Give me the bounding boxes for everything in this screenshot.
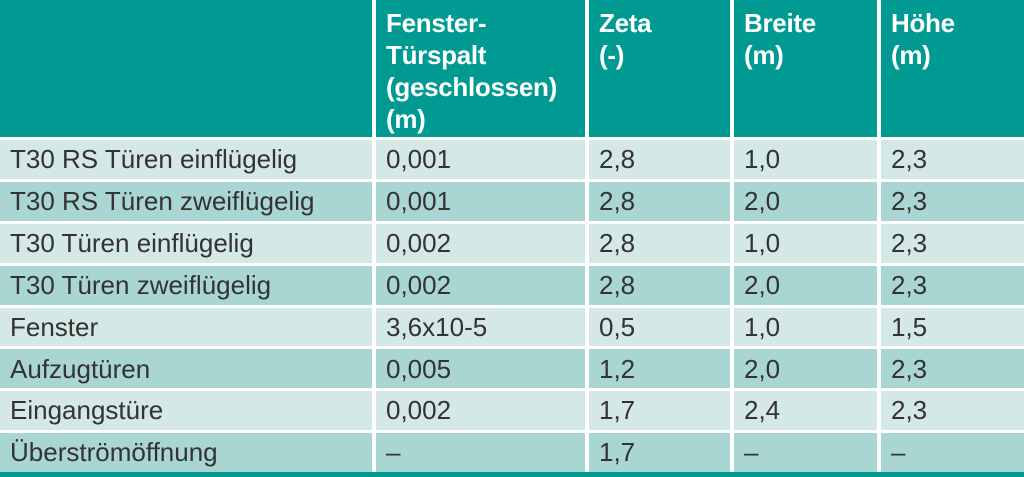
cell-gap: 3,6x10-5 <box>376 307 585 347</box>
row-label: T30 Türen zweiflügelig <box>0 265 372 305</box>
table-bottom-border <box>0 472 1024 477</box>
cell-gap: 0,001 <box>376 181 585 221</box>
cell-gap: – <box>376 433 585 472</box>
cell-zeta: 1,2 <box>589 349 730 389</box>
cell-breite: 2,0 <box>734 349 877 389</box>
header-cell-zeta: Zeta (-) <box>589 0 730 137</box>
cell-gap: 0,002 <box>376 265 585 305</box>
cell-breite: 2,0 <box>734 181 877 221</box>
cell-hoehe: 1,5 <box>881 307 1024 347</box>
row-label: Überströmöffnung <box>0 433 372 472</box>
header-cell-hoehe: Höhe (m) <box>881 0 1024 137</box>
cell-breite: 2,4 <box>734 391 877 431</box>
row-label: T30 Türen einflügelig <box>0 223 372 263</box>
cell-gap: 0,001 <box>376 140 585 179</box>
cell-gap: 0,002 <box>376 223 585 263</box>
header-cell-breite: Breite (m) <box>734 0 877 137</box>
cell-hoehe: 2,3 <box>881 181 1024 221</box>
row-label: Aufzugtüren <box>0 349 372 389</box>
row-label: Fenster <box>0 307 372 347</box>
cell-gap: 0,005 <box>376 349 585 389</box>
cell-breite: 1,0 <box>734 223 877 263</box>
cell-gap: 0,002 <box>376 391 585 431</box>
row-label: Eingangstüre <box>0 391 372 431</box>
cell-hoehe: 2,3 <box>881 391 1024 431</box>
cell-zeta: 2,8 <box>589 265 730 305</box>
cell-breite: 1,0 <box>734 307 877 347</box>
header-cell-row-label <box>0 0 372 137</box>
cell-hoehe: 2,3 <box>881 140 1024 179</box>
cell-zeta: 1,7 <box>589 433 730 472</box>
cell-hoehe: 2,3 <box>881 349 1024 389</box>
cell-breite: 2,0 <box>734 265 877 305</box>
cell-hoehe: 2,3 <box>881 265 1024 305</box>
header-cell-fenster-tuerspalt: Fenster- Türspalt (geschlossen) (m) <box>376 0 585 137</box>
cell-hoehe: – <box>881 433 1024 472</box>
cell-hoehe: 2,3 <box>881 223 1024 263</box>
cell-zeta: 2,8 <box>589 140 730 179</box>
cell-breite: 1,0 <box>734 140 877 179</box>
cell-zeta: 2,8 <box>589 223 730 263</box>
cell-zeta: 2,8 <box>589 181 730 221</box>
cell-zeta: 1,7 <box>589 391 730 431</box>
row-label: T30 RS Türen zweiflügelig <box>0 181 372 221</box>
cell-zeta: 0,5 <box>589 307 730 347</box>
row-label: T30 RS Türen einflügelig <box>0 140 372 179</box>
cell-breite: – <box>734 433 877 472</box>
